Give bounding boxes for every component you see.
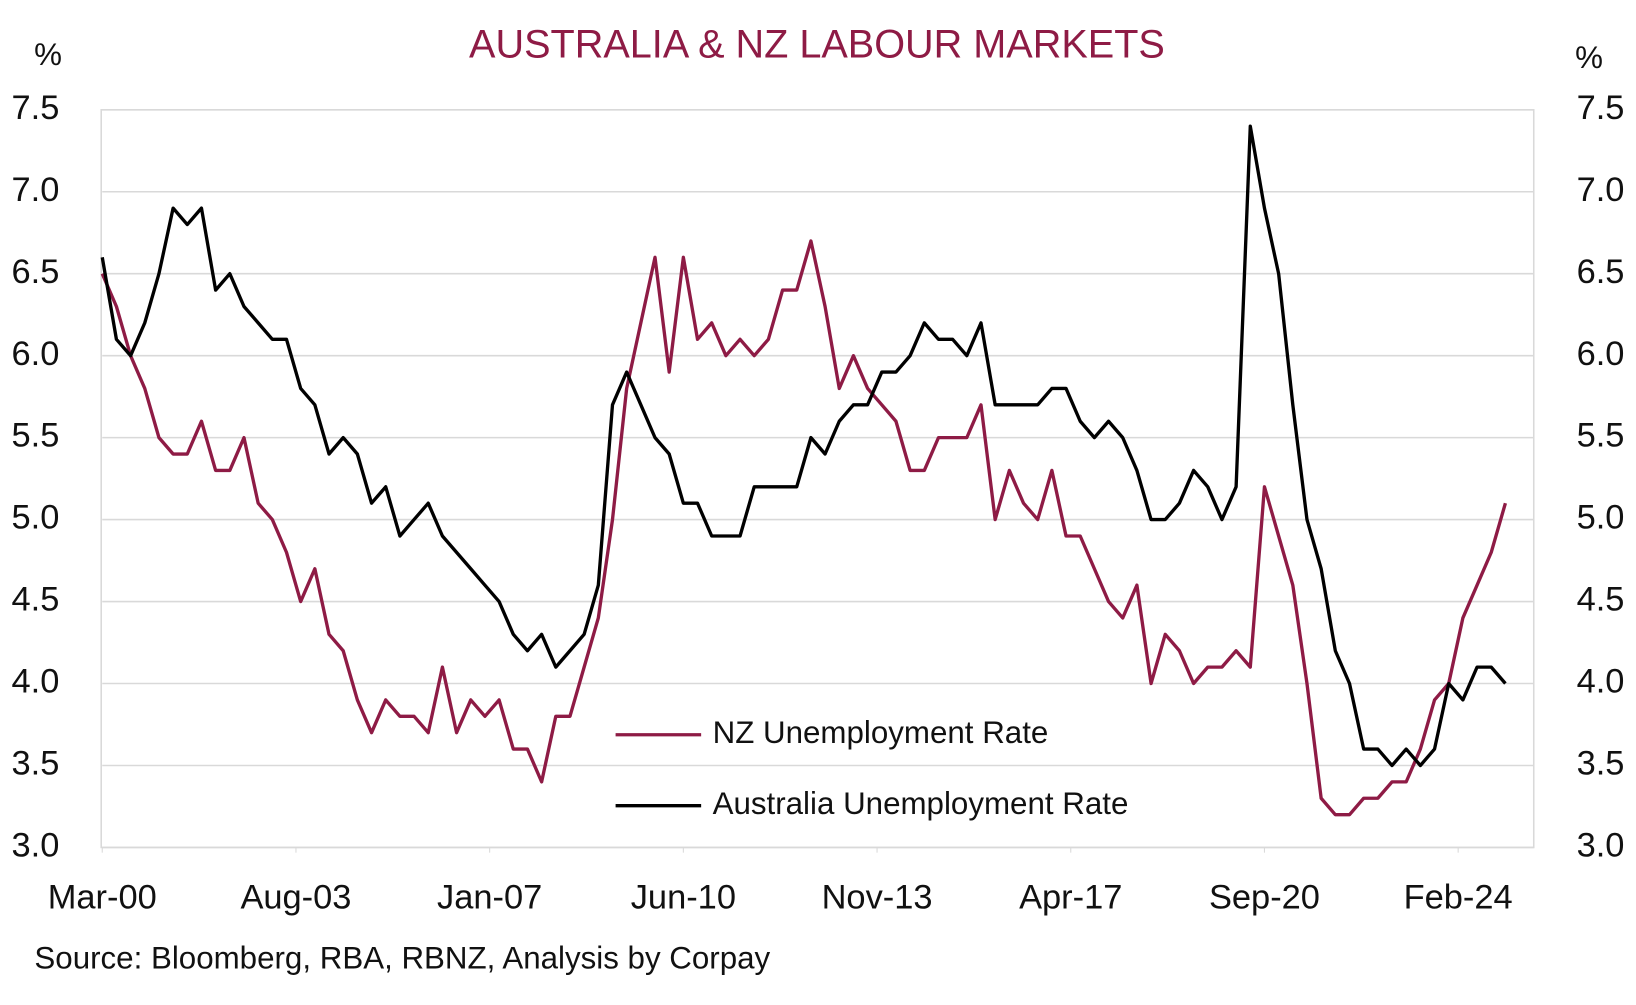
y-tick-label: 6.0	[12, 335, 60, 373]
series-line	[100, 239, 1508, 817]
y2-tick-label: 4.5	[1577, 581, 1625, 619]
y2-axis-label: %	[1575, 40, 1603, 75]
y-tick-label: 4.0	[12, 663, 60, 701]
y2-tick-label: 5.0	[1577, 499, 1625, 537]
y-tick-label: 4.5	[12, 581, 60, 619]
y2-tick-label: 7.5	[1577, 89, 1625, 127]
x-tick-label: Nov-13	[822, 879, 933, 917]
y-tick-label: 6.5	[12, 253, 60, 291]
series-line	[100, 124, 1507, 768]
y2-tick-label: 6.0	[1577, 335, 1625, 373]
x-tick-label: Sep-20	[1209, 879, 1320, 917]
x-tick-label: Mar-00	[48, 879, 157, 917]
y2-tick-label: 7.0	[1577, 171, 1625, 209]
plot-border	[100, 108, 1535, 849]
y-tick-label: 7.0	[12, 171, 60, 209]
legend-label: NZ Unemployment Rate	[713, 715, 1049, 750]
y2-tick-label: 3.5	[1577, 745, 1625, 783]
y-tick-label: 5.0	[12, 499, 60, 537]
y2-tick-label: 6.5	[1577, 253, 1625, 291]
y-tick-label: 5.5	[12, 417, 60, 455]
y-axis-label: %	[34, 37, 62, 72]
y2-tick-label: 3.0	[1577, 827, 1625, 865]
x-tick-label: Apr-17	[1019, 879, 1122, 917]
y2-tick-label: 4.0	[1577, 663, 1625, 701]
y-tick-label: 3.0	[12, 827, 60, 865]
y-tick-label: 3.5	[12, 745, 60, 783]
x-tick-label: Jan-07	[437, 879, 542, 917]
x-tick-label: Feb-24	[1404, 879, 1513, 917]
legend-label: Australia Unemployment Rate	[713, 786, 1129, 821]
y2-tick-label: 5.5	[1577, 417, 1625, 455]
source-note: Source: Bloomberg, RBA, RBNZ, Analysis b…	[34, 940, 770, 975]
x-tick-label: Aug-03	[240, 879, 351, 917]
y-tick-label: 7.5	[12, 89, 60, 127]
x-tick-label: Jun-10	[631, 879, 736, 917]
chart-title: AUSTRALIA & NZ LABOUR MARKETS	[469, 23, 1165, 67]
